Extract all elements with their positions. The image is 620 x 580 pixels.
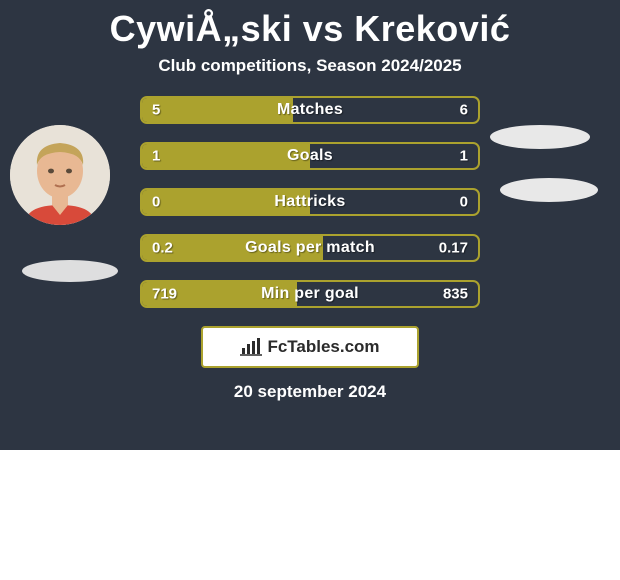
date: 20 september 2024 [0,382,620,402]
stat-value-right: 0 [460,194,468,211]
bars-icon [240,338,262,356]
stat-label: Min per goal [142,282,478,306]
page-title: CywiÅ„ski vs Kreković [0,8,620,50]
stat-value-right: 6 [460,102,468,119]
stat-label: Hattricks [142,190,478,214]
comparison-card: CywiÅ„ski vs Kreković Club competitions,… [0,0,620,450]
stat-row: 5 Matches 6 [140,96,480,124]
stat-label: Matches [142,98,478,122]
player-left-avatar [10,125,110,225]
avatar-right-placeholder-2 [500,178,598,202]
footer-link[interactable]: FcTables.com [201,326,419,368]
avatar-left-shadow [22,260,118,282]
stat-label: Goals per match [142,236,478,260]
stat-row: 1 Goals 1 [140,142,480,170]
avatar-right-placeholder-1 [490,125,590,149]
stat-value-right: 0.17 [439,240,468,257]
stat-label: Goals [142,144,478,168]
stat-value-right: 835 [443,286,468,303]
subtitle: Club competitions, Season 2024/2025 [0,56,620,76]
footer-label: FcTables.com [267,337,379,357]
stat-row: 719 Min per goal 835 [140,280,480,308]
avatar-icon [10,125,110,225]
stat-row: 0 Hattricks 0 [140,188,480,216]
stats-rows: 5 Matches 6 1 Goals 1 0 Hattricks 0 0.2 … [140,96,480,308]
stat-row: 0.2 Goals per match 0.17 [140,234,480,262]
stat-value-right: 1 [460,148,468,165]
